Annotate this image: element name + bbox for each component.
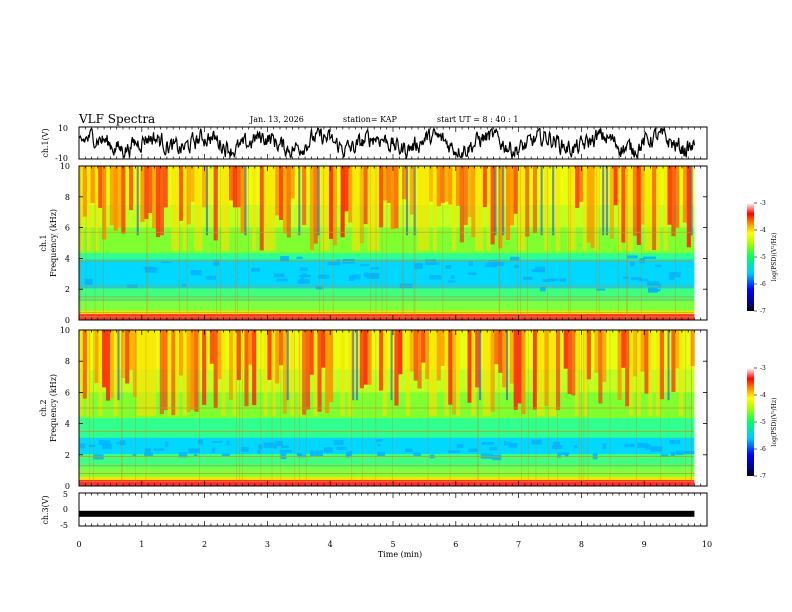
x-tick-label: 4 xyxy=(328,540,333,549)
x-axis-label: Time (min) xyxy=(378,550,422,559)
ch2-freq-tick-label: 8 xyxy=(65,357,70,366)
header-start-time: start UT = 8 : 40 : 1 xyxy=(437,115,518,124)
x-tick-label: 10 xyxy=(702,540,712,549)
x-tick-label: 7 xyxy=(516,540,521,549)
figure-title: VLF Spectra xyxy=(78,112,155,126)
ch2-spectrogram-ylabel: Frequency (kHz) xyxy=(49,374,58,442)
ch2-colorbar-tick-label: -5 xyxy=(760,419,766,426)
header-date: Jan. 13, 2026 xyxy=(249,115,304,124)
ch1-freq-tick-label: 4 xyxy=(65,254,70,263)
ch1-ytick-top: 10 xyxy=(58,124,68,133)
x-tick-label: 5 xyxy=(390,540,395,549)
x-tick-label: 0 xyxy=(76,540,81,549)
ch1-waveform-ylabel: ch.1(V) xyxy=(41,128,50,157)
ch1-waveform-trace xyxy=(78,126,696,160)
ch3-ytick-middle: 0 xyxy=(63,505,68,514)
ch1-spectrogram-ylabel-channel: ch.1 xyxy=(39,234,48,251)
ch2-spectrogram-image xyxy=(79,330,695,487)
x-tick-label: 6 xyxy=(453,540,458,549)
ch1-freq-tick-label: 8 xyxy=(65,193,70,202)
ch1-colorbar-tick-label: -3 xyxy=(760,200,766,207)
ch3-waveform-ylabel: ch.3(V) xyxy=(41,495,50,524)
ch2-freq-tick-label: 10 xyxy=(60,326,70,335)
ch2-colorbar-tick-label: -6 xyxy=(760,446,766,453)
ch2-freq-tick-label: 6 xyxy=(65,388,70,397)
ch3-ytick-bottom: -5 xyxy=(60,521,68,530)
ch1-freq-tick-label: 2 xyxy=(65,285,70,294)
ch2-colorbar-tick-label: -4 xyxy=(760,392,766,399)
x-tick-label: 3 xyxy=(265,540,270,549)
ch2-spectrogram-ylabel-channel: ch.2 xyxy=(39,399,48,416)
ch2-colorbar xyxy=(747,368,754,476)
ch3-waveform-trace xyxy=(79,510,695,517)
ch2-colorbar-label: log(PSD)(V²/Hz) xyxy=(771,398,778,447)
x-tick-label: 8 xyxy=(579,540,584,549)
ch1-colorbar-tick-label: -7 xyxy=(760,308,766,315)
ch1-spectrogram-ylabel: Frequency (kHz) xyxy=(49,209,58,277)
ch1-colorbar-tick-label: -4 xyxy=(760,227,766,234)
ch1-colorbar-label: log(PSD)(V²/Hz) xyxy=(771,233,778,282)
x-tick-label: 1 xyxy=(139,540,144,549)
ch1-freq-tick-label: 0 xyxy=(65,316,70,325)
ch2-colorbar-tick-label: -3 xyxy=(760,365,766,372)
ch3-ytick-top: 5 xyxy=(63,490,68,499)
ch2-colorbar-tick-label: -7 xyxy=(760,473,766,480)
ch1-spectrogram-image xyxy=(79,166,695,321)
x-tick-label: 9 xyxy=(642,540,647,549)
header-station: station= KAP xyxy=(343,115,398,124)
ch1-colorbar-tick-label: -5 xyxy=(760,254,766,261)
ch1-colorbar-tick-label: -6 xyxy=(760,281,766,288)
ch1-freq-tick-label: 10 xyxy=(60,162,70,171)
x-tick-label: 2 xyxy=(202,540,207,549)
ch2-freq-tick-label: 0 xyxy=(65,482,70,491)
ch1-ytick-bottom: -10 xyxy=(55,154,68,163)
ch2-freq-tick-label: 4 xyxy=(65,420,70,429)
ch1-freq-tick-label: 6 xyxy=(65,224,70,233)
ch2-freq-tick-label: 2 xyxy=(65,451,70,460)
ch1-colorbar xyxy=(747,203,754,311)
